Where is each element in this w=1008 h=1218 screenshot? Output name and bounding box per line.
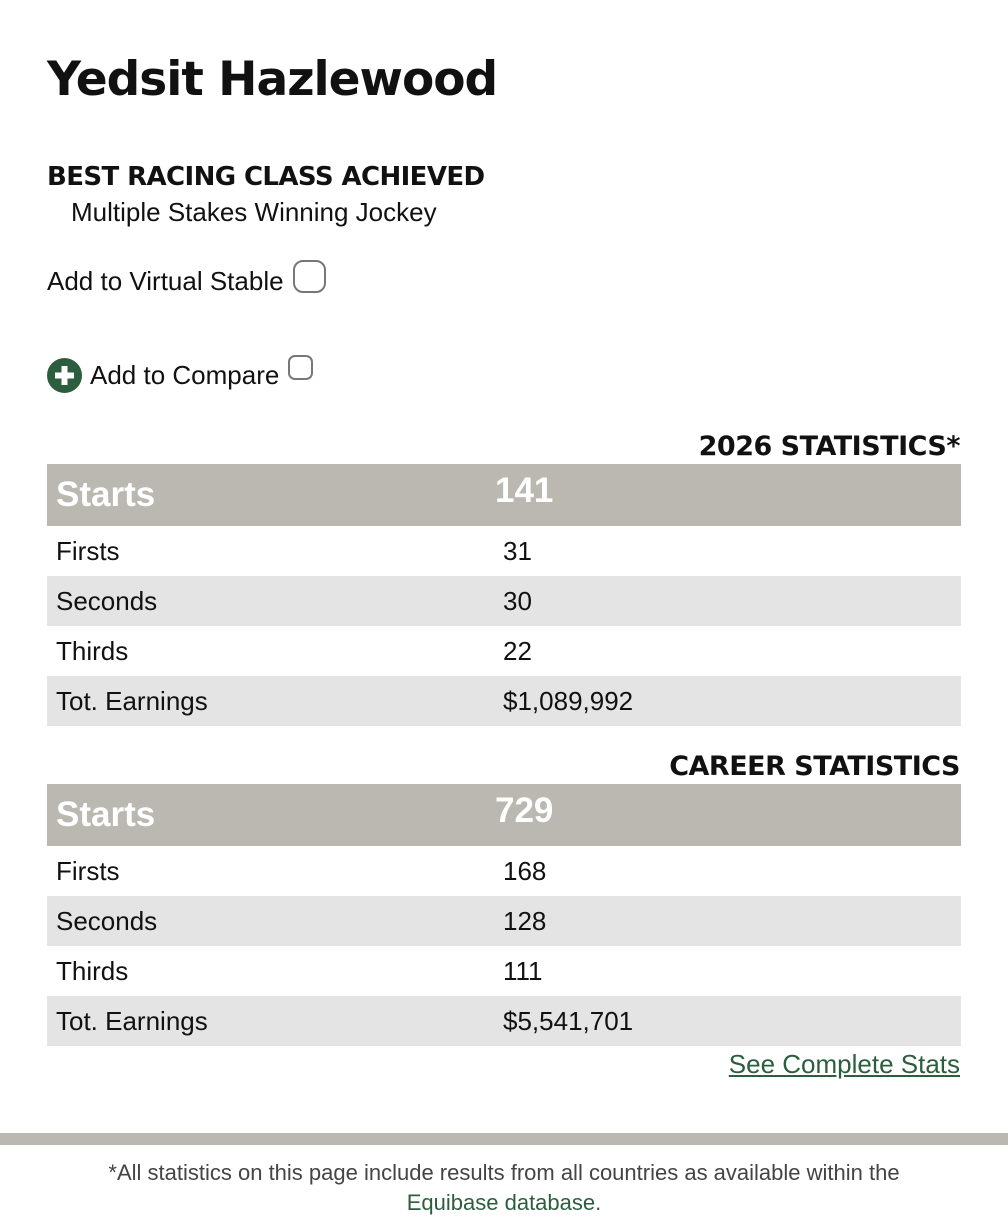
see-complete-stats-link[interactable]: See Complete Stats xyxy=(728,1049,960,1079)
virtual-stable-row: Add to Virtual Stable xyxy=(47,260,326,297)
footer-note-line-2[interactable]: Equibase database. xyxy=(406,1190,602,1215)
row-value: $5,541,701 xyxy=(503,1005,634,1036)
season-stats-table: Starts 141 Firsts 31 Seconds 30 Thirds 2… xyxy=(47,464,961,726)
virtual-stable-checkbox[interactable] xyxy=(292,260,326,293)
page-title: Yedsit Hazlewood xyxy=(47,52,498,107)
footer-note: *All statistics on this page include res… xyxy=(0,1158,1008,1218)
table-row: Thirds 111 xyxy=(47,946,961,996)
header-value: 141 xyxy=(495,471,554,510)
virtual-stable-label: Add to Virtual Stable xyxy=(47,266,284,296)
row-label: Tot. Earnings xyxy=(56,685,208,716)
season-stats-header-row: Starts 141 xyxy=(47,464,961,526)
row-value: 168 xyxy=(503,855,547,886)
compare-label: Add to Compare xyxy=(90,360,280,390)
row-value: 31 xyxy=(503,535,532,566)
header-label: Starts xyxy=(56,475,156,514)
table-row: Seconds 128 xyxy=(47,896,961,946)
row-label: Seconds xyxy=(56,585,158,616)
row-label: Firsts xyxy=(56,535,120,566)
career-stats-table: Starts 729 Firsts 168 Seconds 128 Thirds… xyxy=(47,784,961,1046)
table-row: Firsts 168 xyxy=(47,846,961,896)
row-label: Firsts xyxy=(56,855,120,886)
row-value: 111 xyxy=(503,955,543,986)
table-row: Tot. Earnings $1,089,992 xyxy=(47,676,961,726)
row-value: 22 xyxy=(503,635,532,666)
row-value: 128 xyxy=(503,905,547,936)
compare-row: Add to Compare xyxy=(47,355,314,393)
table-row: Firsts 31 xyxy=(47,526,961,576)
footer-divider xyxy=(0,1133,1008,1145)
table-row: Seconds 30 xyxy=(47,576,961,626)
best-class-value: Multiple Stakes Winning Jockey xyxy=(71,197,437,227)
table-row: Thirds 22 xyxy=(47,626,961,676)
row-label: Thirds xyxy=(56,955,129,986)
career-stats-title: CAREER STATISTICS xyxy=(669,751,960,782)
row-value: 30 xyxy=(503,585,532,616)
season-stats-title: 2026 STATISTICS* xyxy=(698,431,961,462)
row-value: $1,089,992 xyxy=(503,685,634,716)
footer-note-line-1: *All statistics on this page include res… xyxy=(108,1160,900,1185)
row-label: Thirds xyxy=(56,635,129,666)
header-label: Starts xyxy=(56,795,156,834)
plus-circle-icon[interactable] xyxy=(47,358,82,393)
header-value: 729 xyxy=(495,791,554,830)
row-label: Tot. Earnings xyxy=(56,1005,208,1036)
row-label: Seconds xyxy=(56,905,158,936)
table-row: Tot. Earnings $5,541,701 xyxy=(47,996,961,1046)
best-class-heading: BEST RACING CLASS ACHIEVED xyxy=(47,162,485,192)
career-stats-header-row: Starts 729 xyxy=(47,784,961,846)
compare-checkbox[interactable] xyxy=(288,355,314,380)
